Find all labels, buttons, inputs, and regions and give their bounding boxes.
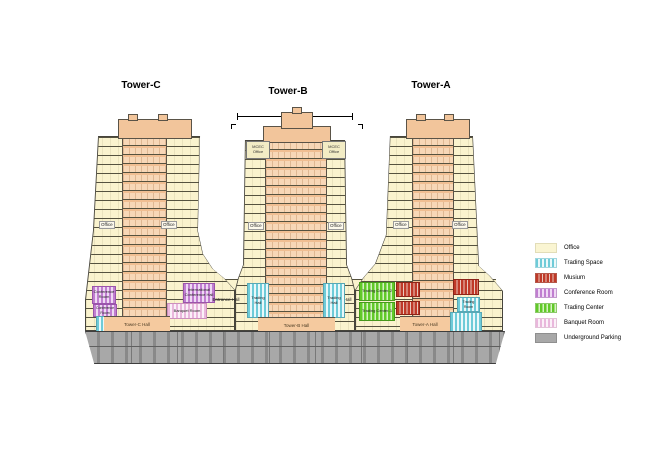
legend-row-musium: Musium: [535, 273, 585, 283]
tower-a-core: [412, 136, 454, 331]
legend-row-trading-center: Trading Center: [535, 303, 604, 313]
legend-label: Underground Parking: [564, 335, 622, 341]
tower-c-conference-room-lower: Conference Room: [93, 304, 117, 317]
legend-row-underground-parking: Underground Parking: [535, 333, 621, 343]
legend-label: Conference Room: [564, 290, 613, 296]
tower-a-trading-room: Trading Room: [457, 297, 480, 312]
tower-a-musium-block: [396, 282, 420, 297]
mcec-office-left: MCEC Office: [246, 141, 270, 159]
witness-mark-right: [358, 124, 363, 129]
legend-swatch-conference-room: [535, 288, 557, 298]
legend-label: Office: [564, 245, 580, 251]
tower-a-roof-stub: [416, 114, 426, 121]
tower-a-musium-block: [396, 301, 420, 315]
tower-a-musium-block: [453, 279, 479, 295]
tower-c-core: [122, 136, 167, 331]
tower-b-trading-hall-left: Trading Hall: [247, 283, 269, 318]
legend-row-conference-room: Conference Room: [535, 288, 613, 298]
legend-row-banquet-room: Banquet Room: [535, 318, 604, 328]
legend-row-trading-space: Trading Space: [535, 258, 603, 268]
legend-row-office: Office: [535, 243, 580, 253]
tower-a-penthouse: [406, 119, 470, 139]
tower-a-trading-space-block: [450, 312, 482, 332]
tower-a-office-left: Office: [393, 221, 409, 229]
tower-c-penthouse: [118, 119, 192, 139]
legend-label: Trading Center: [564, 305, 604, 311]
tower-c-international-conference-hall: International Conference Hall: [183, 283, 215, 303]
tower-a-trading-center-1: Trading Center-1: [359, 302, 395, 321]
witness-mark-left: [231, 124, 236, 129]
tower-b-core: [265, 140, 327, 331]
legend-label: Trading Space: [564, 260, 603, 266]
tower-c-office-right: Office: [161, 221, 177, 229]
legend-swatch-trading-space: [535, 258, 557, 268]
legend-swatch-office: [535, 243, 557, 253]
mcec-office-right: MCEC Office: [322, 141, 346, 159]
underground-parking: [85, 331, 505, 364]
tower-c-title: Tower-C: [121, 80, 161, 91]
tower-b-title: Tower-B: [268, 86, 308, 97]
tower-b-office-right: Office: [328, 222, 344, 230]
tower-c-office-left: Office: [99, 221, 115, 229]
legend-label: Banquet Room: [564, 320, 605, 326]
tower-c-conference-room-upper: Conference Room: [92, 286, 116, 304]
legend-swatch-musium: [535, 273, 557, 283]
tower-b-office-left: Office: [248, 222, 264, 230]
tower-c-hall: Tower-C Hall: [104, 316, 170, 333]
tower-b-hall: Tower-B Hall: [258, 317, 335, 333]
tower-a-roof-stub: [444, 114, 454, 121]
legend: Office Trading Space Musium Conference R…: [535, 243, 645, 353]
entrance-hall-left: Entrance Hall: [212, 297, 240, 302]
tower-a-title: Tower-A: [411, 80, 451, 91]
tower-b-roof-stub: [292, 107, 302, 114]
tower-c-banquet-room: Banquet Room: [167, 303, 207, 319]
tower-a-office-right: Office: [452, 221, 468, 229]
dimension-tick-right: [352, 113, 353, 120]
dimension-tick-left: [237, 113, 238, 120]
tower-a-trading-center-2: Trading Center-2: [359, 282, 395, 301]
tower-b-trading-hall-right: Trading Hall: [323, 283, 345, 318]
tower-c-roof-stub: [158, 114, 168, 121]
tower-a-hall: Tower-A Hall: [400, 316, 450, 333]
legend-swatch-trading-center: [535, 303, 557, 313]
tower-c-roof-stub: [128, 114, 138, 121]
tower-b-penthouse-upper: [281, 112, 313, 129]
legend-label: Musium: [564, 275, 586, 281]
legend-swatch-underground-parking: [535, 333, 557, 343]
legend-swatch-banquet-room: [535, 318, 557, 328]
